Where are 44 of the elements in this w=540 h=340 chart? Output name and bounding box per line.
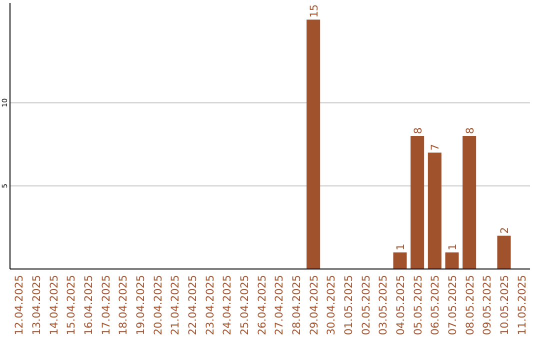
bar bbox=[497, 236, 511, 269]
x-tick-label: 22.04.2025 bbox=[187, 275, 199, 336]
x-tick-label: 18.04.2025 bbox=[118, 275, 130, 336]
x-tick-label: 06.05.2025 bbox=[430, 275, 442, 336]
x-tick-label: 21.04.2025 bbox=[170, 275, 182, 336]
x-tick-label: 09.05.2025 bbox=[482, 275, 494, 336]
x-tick-label: 16.04.2025 bbox=[83, 275, 95, 336]
x-tick-label: 08.05.2025 bbox=[464, 275, 476, 336]
bar bbox=[410, 136, 424, 269]
x-tick-label: 01.05.2025 bbox=[343, 275, 355, 336]
x-tick-label: 03.05.2025 bbox=[378, 275, 390, 336]
x-tick-label: 19.04.2025 bbox=[135, 275, 147, 336]
x-tick-label: 14.04.2025 bbox=[48, 275, 60, 336]
data-label: 7 bbox=[430, 144, 442, 151]
bar bbox=[393, 252, 407, 269]
x-tick-label: 02.05.2025 bbox=[360, 275, 372, 336]
data-label: 1 bbox=[447, 244, 459, 250]
x-tick-label: 11.05.2025 bbox=[516, 275, 528, 336]
x-tick-label: 26.04.2025 bbox=[256, 275, 268, 336]
bar bbox=[306, 20, 320, 269]
x-tick-label: 13.04.2025 bbox=[31, 275, 43, 336]
x-tick-label: 07.05.2025 bbox=[447, 275, 459, 336]
bar bbox=[462, 136, 476, 269]
bar bbox=[445, 252, 459, 269]
x-tick-label: 15.04.2025 bbox=[66, 275, 78, 336]
x-tick-label: 28.04.2025 bbox=[291, 275, 303, 336]
x-tick-label: 20.04.2025 bbox=[152, 275, 164, 336]
x-tick-label: 25.04.2025 bbox=[239, 275, 251, 336]
x-tick-label: 24.04.2025 bbox=[222, 275, 234, 336]
data-label: 2 bbox=[499, 227, 511, 234]
x-tick-label: 12.04.2025 bbox=[14, 275, 26, 336]
x-tick-label: 04.05.2025 bbox=[395, 275, 407, 336]
x-tick-label: 05.05.2025 bbox=[412, 275, 424, 336]
data-label: 8 bbox=[464, 127, 476, 134]
x-tick-label: 10.05.2025 bbox=[499, 275, 511, 336]
data-label: 15 bbox=[308, 4, 320, 18]
x-tick-label: 17.04.2025 bbox=[100, 275, 112, 336]
x-tick-label: 30.04.2025 bbox=[326, 275, 338, 336]
data-label: 1 bbox=[395, 244, 407, 250]
bar bbox=[428, 152, 442, 269]
x-tick-label: 27.04.2025 bbox=[274, 275, 286, 336]
x-tick-label: 23.04.2025 bbox=[204, 275, 216, 336]
x-tick-label: 29.04.2025 bbox=[308, 275, 320, 336]
data-label: 8 bbox=[412, 127, 424, 134]
